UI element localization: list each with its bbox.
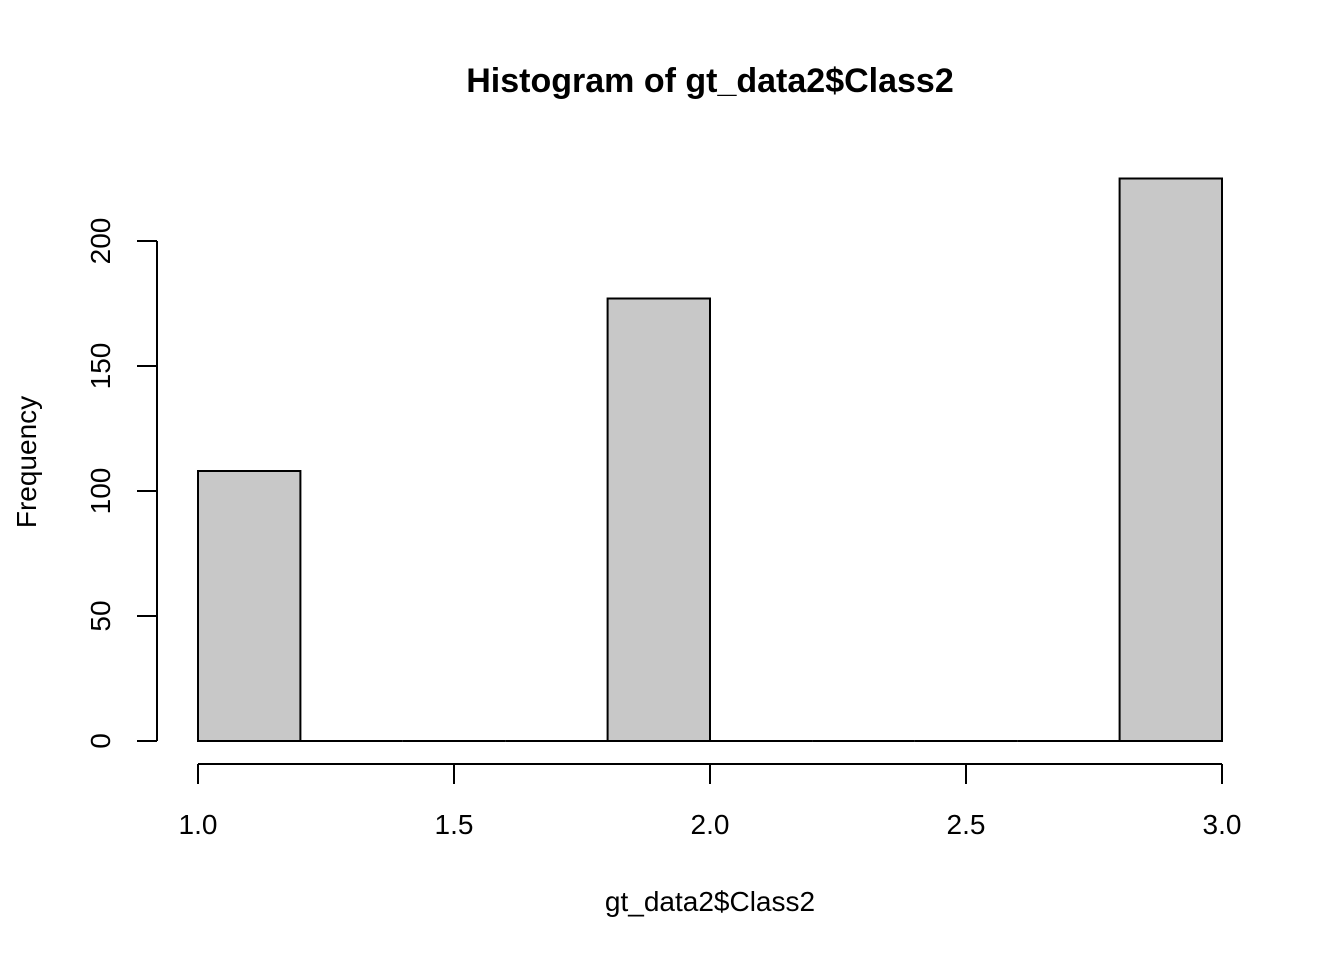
chart-title: Histogram of gt_data2$Class2 [466, 62, 954, 100]
x-tick-label-2: 1.5 [435, 809, 474, 840]
x-axis: 1.0 1.5 2.0 2.5 3.0 [179, 763, 1242, 840]
x-tick-label-4: 2.5 [947, 809, 986, 840]
x-axis-label: gt_data2$Class2 [605, 886, 815, 917]
x-tick-label-5: 3.0 [1203, 809, 1242, 840]
y-axis: 0 50 100 150 200 [85, 218, 158, 749]
y-axis-label: Frequency [11, 396, 42, 528]
y-tick-label-2: 50 [85, 600, 116, 631]
y-tick-label-4: 150 [85, 343, 116, 390]
y-tick-label-5: 200 [85, 218, 116, 265]
x-tick-label-1: 1.0 [179, 809, 218, 840]
x-tick-label-3: 2.0 [691, 809, 730, 840]
y-tick-label-1: 0 [85, 733, 116, 749]
bars-layer [197, 177, 1223, 742]
histogram-bar-1 [197, 470, 302, 742]
histogram-bar-10 [1118, 177, 1223, 742]
histogram-bar-5 [606, 297, 711, 742]
y-tick-label-3: 100 [85, 468, 116, 515]
